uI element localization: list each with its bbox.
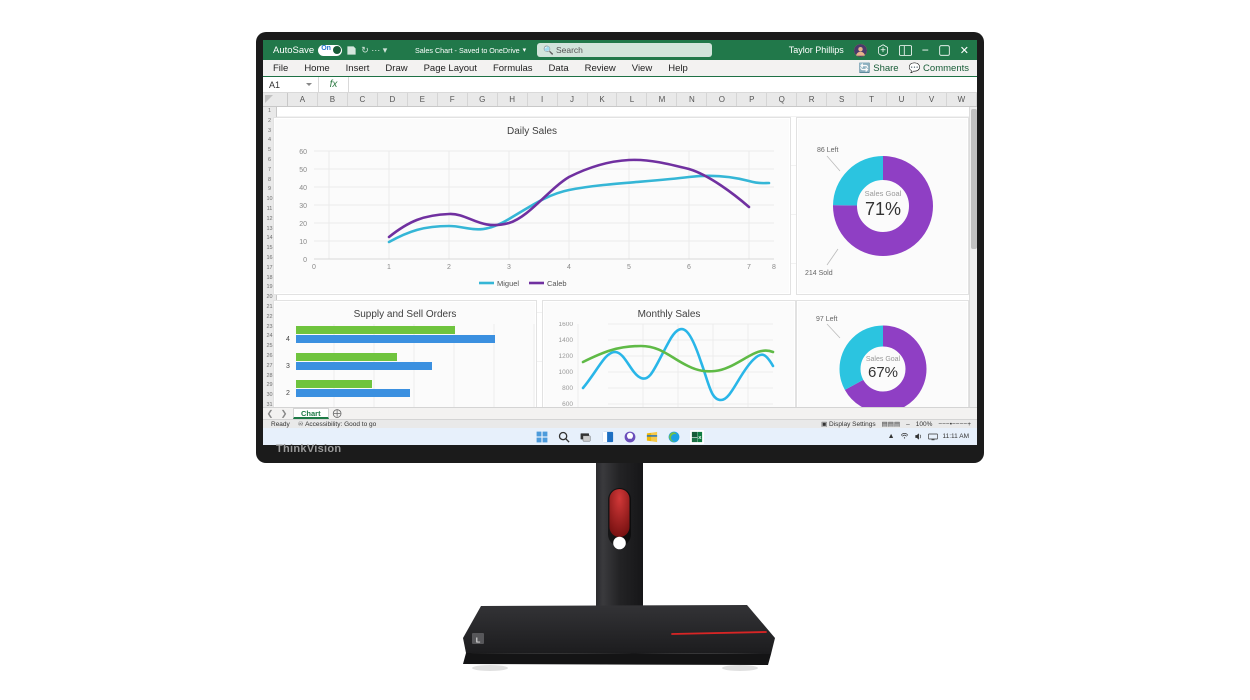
svg-text:L: L bbox=[476, 636, 481, 645]
svg-text:1: 1 bbox=[387, 264, 391, 271]
svg-text:800: 800 bbox=[562, 385, 573, 392]
svg-text:Sales Goal: Sales Goal bbox=[865, 189, 902, 198]
svg-text:71%: 71% bbox=[865, 199, 901, 219]
svg-text:0: 0 bbox=[312, 264, 316, 271]
svg-text:50: 50 bbox=[299, 167, 307, 174]
svg-text:30: 30 bbox=[299, 203, 307, 210]
svg-text:4: 4 bbox=[567, 264, 571, 271]
svg-text:4: 4 bbox=[286, 336, 290, 343]
svg-text:2: 2 bbox=[447, 264, 451, 271]
svg-text:20: 20 bbox=[299, 221, 307, 228]
svg-text:214 Sold: 214 Sold bbox=[805, 270, 833, 277]
svg-text:Sales Goal: Sales Goal bbox=[866, 356, 901, 363]
svg-text:7: 7 bbox=[747, 264, 751, 271]
svg-text:2: 2 bbox=[286, 390, 290, 397]
svg-text:1200: 1200 bbox=[559, 353, 574, 360]
svg-text:97 Left: 97 Left bbox=[816, 316, 837, 323]
svg-text:3: 3 bbox=[286, 363, 290, 370]
svg-text:1600: 1600 bbox=[559, 322, 574, 328]
svg-text:60: 60 bbox=[299, 149, 307, 156]
svg-text:1000: 1000 bbox=[559, 369, 574, 376]
svg-text:8: 8 bbox=[772, 264, 776, 271]
svg-text:86 Left: 86 Left bbox=[817, 147, 838, 154]
svg-text:Caleb: Caleb bbox=[547, 279, 567, 288]
svg-text:Miguel: Miguel bbox=[497, 279, 519, 288]
svg-text:3: 3 bbox=[507, 264, 511, 271]
svg-text:6: 6 bbox=[687, 264, 691, 271]
svg-text:0: 0 bbox=[303, 257, 307, 264]
svg-text:40: 40 bbox=[299, 185, 307, 192]
svg-text:67%: 67% bbox=[868, 364, 898, 381]
svg-text:5: 5 bbox=[627, 264, 631, 271]
svg-text:10: 10 bbox=[299, 239, 307, 246]
svg-text:1400: 1400 bbox=[559, 337, 574, 344]
